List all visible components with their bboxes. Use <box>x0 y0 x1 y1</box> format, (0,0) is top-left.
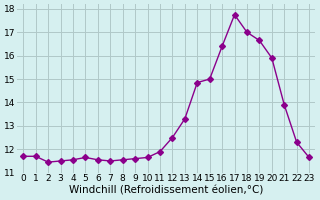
X-axis label: Windchill (Refroidissement éolien,°C): Windchill (Refroidissement éolien,°C) <box>69 186 263 196</box>
